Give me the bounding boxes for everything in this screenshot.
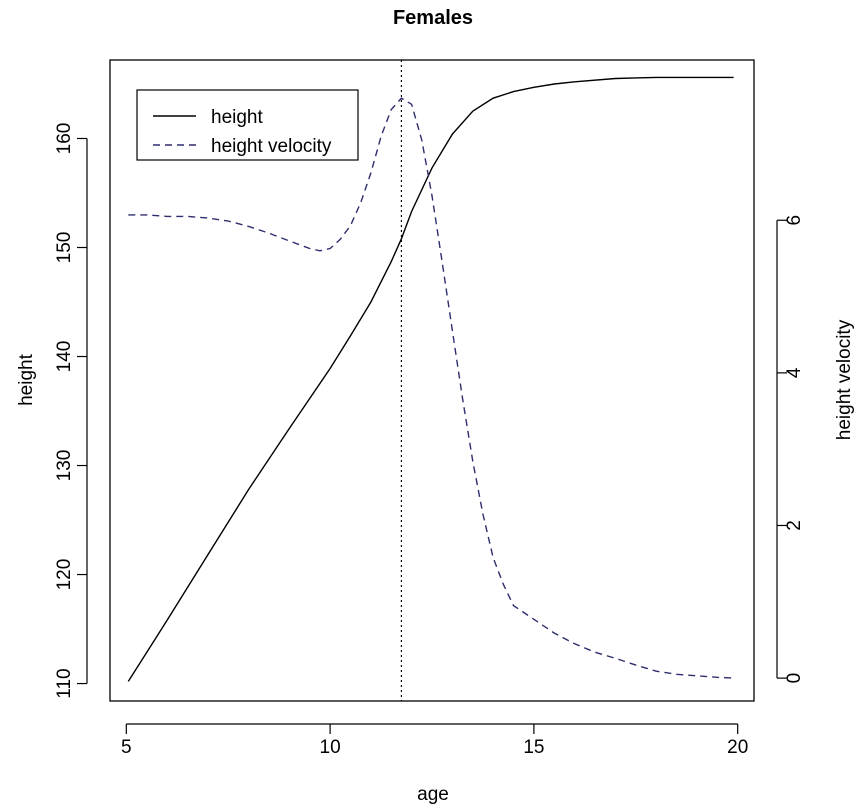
y-tick-label-right: 2 [784,520,805,531]
y-tick-label-right: 4 [784,367,805,378]
x-axis-title: age [417,784,449,805]
y-tick-label-left: 120 [54,559,75,591]
y-tick-label-right: 0 [784,673,805,684]
series-line-height [127,76,734,682]
x-axis: 5 10 15 20 [121,723,748,758]
x-tick-label: 20 [727,737,748,758]
plot-frame [109,59,755,702]
legend: height height velocity [136,89,359,161]
legend-label-height-velocity: height velocity [211,136,332,157]
y-tick-label-left: 110 [54,668,75,698]
y-tick-label-left: 130 [54,450,75,482]
y-tick-label-left: 150 [54,232,75,264]
chart-title: Females [393,7,473,29]
x-tick-label: 5 [121,737,132,758]
y-axis-title-right: height velocity [834,319,855,440]
legend-label-height: height [211,107,263,128]
x-tick-label: 10 [320,737,341,758]
y-tick-label-left: 160 [54,123,75,155]
legend-box [136,89,359,161]
x-tick-label: 15 [523,737,544,758]
y-axis-left: 110 120 130 140 150 160 [54,123,88,699]
y-axis-right: 0 2 4 6 [776,215,805,684]
y-axis-title-left: height [16,353,37,405]
series-line-height-velocity [128,97,734,679]
y-tick-label-left: 140 [54,341,75,373]
y-tick-label-right: 6 [784,215,805,226]
